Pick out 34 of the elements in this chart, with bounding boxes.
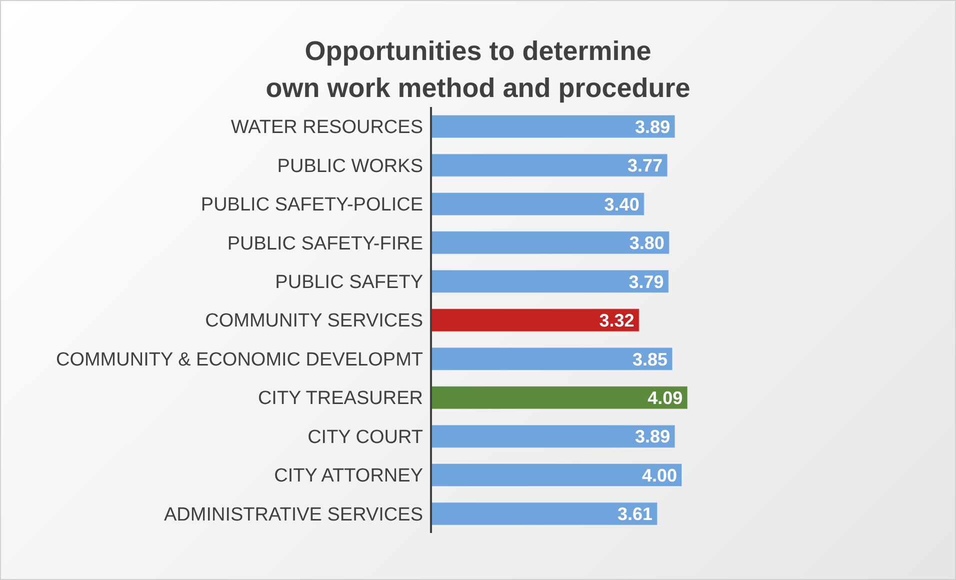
data-label: 3.40 xyxy=(604,194,640,214)
y-tick-label: CITY TREASURER xyxy=(258,388,423,410)
bar xyxy=(431,230,670,255)
y-tick-label: WATER RESOURCES xyxy=(230,117,423,138)
bar xyxy=(431,502,658,526)
data-label: 3.89 xyxy=(635,116,670,137)
y-tick-label: COMMUNITY SERVICES xyxy=(205,310,423,332)
data-label: 4.00 xyxy=(642,465,677,486)
data-label: 3.32 xyxy=(599,310,634,331)
bar xyxy=(431,346,674,371)
bar xyxy=(431,269,670,294)
data-label: 3.77 xyxy=(628,156,663,176)
y-tick-label: CITY ATTORNEY xyxy=(274,466,424,487)
y-tick-label: PUBLIC SAFETY xyxy=(275,272,424,294)
bar xyxy=(431,463,682,488)
y-tick-label: CITY COURT xyxy=(308,426,424,448)
bar xyxy=(431,114,676,138)
bar xyxy=(431,153,668,178)
y-tick-label: PUBLIC WORKS xyxy=(277,156,423,177)
data-label: 3.85 xyxy=(632,349,668,370)
data-label: 3.79 xyxy=(628,272,664,292)
bar xyxy=(431,192,645,216)
bar xyxy=(431,386,688,410)
bar xyxy=(431,308,640,332)
data-label: 3.80 xyxy=(629,233,664,254)
data-label: 3.89 xyxy=(635,426,670,447)
data-label: 4.09 xyxy=(648,388,683,408)
bar xyxy=(431,424,676,448)
y-tick-label: PUBLIC SAFETY-POLICE xyxy=(200,194,423,216)
data-label: 3.61 xyxy=(617,504,653,524)
y-tick-label: ADMINISTRATIVE SERVICES xyxy=(164,504,423,526)
y-tick-label: COMMUNITY & ECONOMIC DEVELOPMT xyxy=(56,349,424,370)
chart-title: Opportunities to determine own work method and procedure xyxy=(264,35,692,105)
y-tick-label: PUBLIC SAFETY-FIRE xyxy=(227,233,423,254)
